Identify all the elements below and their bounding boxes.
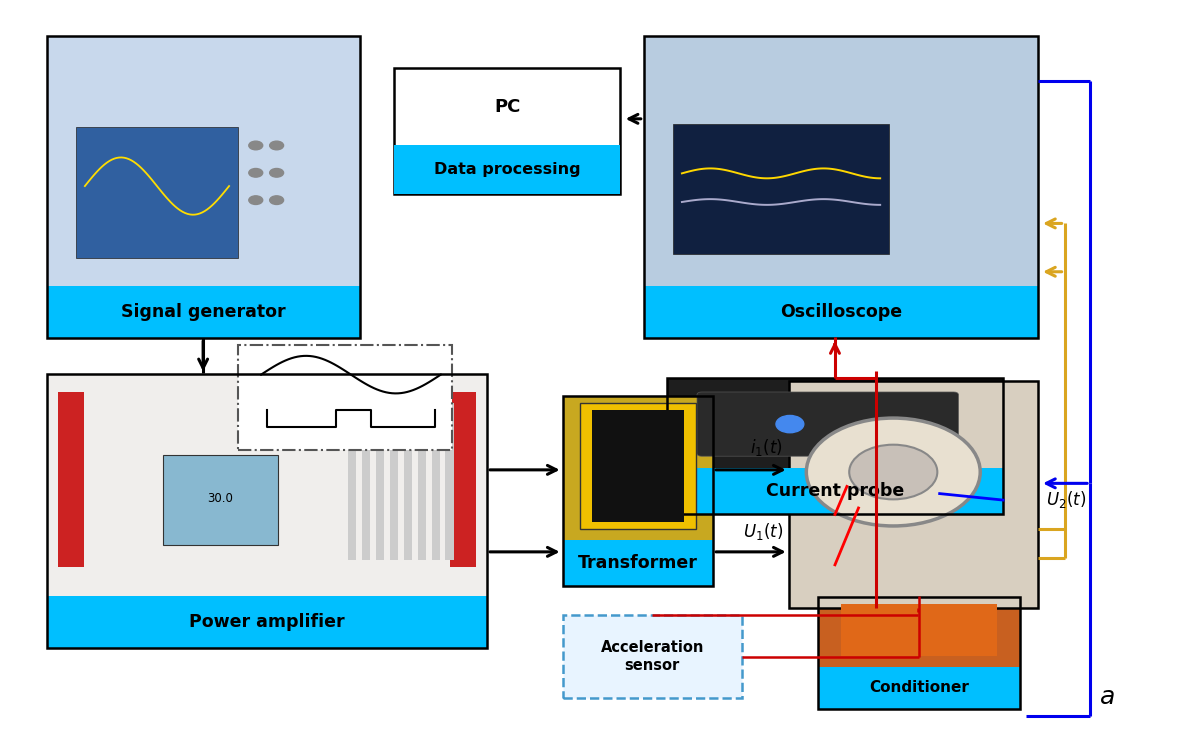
Polygon shape bbox=[563, 615, 742, 698]
Text: Signal generator: Signal generator bbox=[121, 303, 285, 321]
FancyBboxPatch shape bbox=[841, 604, 997, 656]
Circle shape bbox=[248, 169, 263, 177]
FancyBboxPatch shape bbox=[644, 36, 1037, 286]
Circle shape bbox=[849, 445, 937, 499]
FancyBboxPatch shape bbox=[817, 597, 1021, 667]
Circle shape bbox=[270, 169, 284, 177]
FancyBboxPatch shape bbox=[580, 403, 696, 528]
FancyBboxPatch shape bbox=[446, 403, 453, 560]
FancyBboxPatch shape bbox=[376, 403, 384, 560]
FancyBboxPatch shape bbox=[697, 392, 958, 457]
Text: Transformer: Transformer bbox=[578, 554, 698, 572]
FancyBboxPatch shape bbox=[432, 403, 440, 560]
Text: Acceleration
sensor: Acceleration sensor bbox=[601, 640, 704, 673]
FancyBboxPatch shape bbox=[450, 392, 476, 567]
Text: Data processing: Data processing bbox=[434, 162, 581, 178]
Text: $i_1(t)$: $i_1(t)$ bbox=[750, 437, 783, 458]
FancyBboxPatch shape bbox=[58, 392, 84, 567]
FancyBboxPatch shape bbox=[403, 403, 412, 560]
FancyBboxPatch shape bbox=[394, 145, 621, 195]
Text: $U_1(t)$: $U_1(t)$ bbox=[743, 521, 783, 542]
Circle shape bbox=[248, 196, 263, 205]
FancyBboxPatch shape bbox=[592, 410, 684, 522]
FancyBboxPatch shape bbox=[644, 286, 1037, 338]
Polygon shape bbox=[238, 346, 452, 450]
Text: a: a bbox=[1100, 685, 1116, 709]
Circle shape bbox=[807, 418, 981, 526]
Circle shape bbox=[270, 141, 284, 150]
FancyBboxPatch shape bbox=[162, 456, 278, 545]
FancyBboxPatch shape bbox=[76, 128, 238, 258]
FancyBboxPatch shape bbox=[389, 403, 397, 560]
Text: 30.0: 30.0 bbox=[207, 492, 233, 505]
FancyBboxPatch shape bbox=[418, 403, 426, 560]
Circle shape bbox=[248, 141, 263, 150]
FancyBboxPatch shape bbox=[46, 374, 487, 596]
FancyBboxPatch shape bbox=[348, 403, 356, 560]
FancyBboxPatch shape bbox=[667, 468, 1003, 515]
FancyBboxPatch shape bbox=[667, 378, 1003, 468]
Text: $U_2(t)$: $U_2(t)$ bbox=[1046, 489, 1086, 509]
FancyBboxPatch shape bbox=[394, 68, 621, 195]
FancyBboxPatch shape bbox=[46, 286, 360, 338]
FancyBboxPatch shape bbox=[789, 382, 1037, 608]
FancyBboxPatch shape bbox=[673, 124, 890, 254]
FancyBboxPatch shape bbox=[46, 36, 360, 286]
Text: PC: PC bbox=[494, 98, 521, 116]
FancyBboxPatch shape bbox=[46, 596, 487, 647]
FancyBboxPatch shape bbox=[563, 396, 713, 539]
Text: Oscilloscope: Oscilloscope bbox=[780, 303, 901, 321]
FancyBboxPatch shape bbox=[817, 667, 1021, 709]
Text: Power amplifier: Power amplifier bbox=[189, 613, 344, 631]
Circle shape bbox=[270, 196, 284, 205]
FancyBboxPatch shape bbox=[362, 403, 370, 560]
Circle shape bbox=[776, 415, 803, 433]
Text: Current probe: Current probe bbox=[765, 482, 904, 500]
FancyBboxPatch shape bbox=[563, 539, 713, 586]
Text: Conditioner: Conditioner bbox=[870, 680, 969, 695]
